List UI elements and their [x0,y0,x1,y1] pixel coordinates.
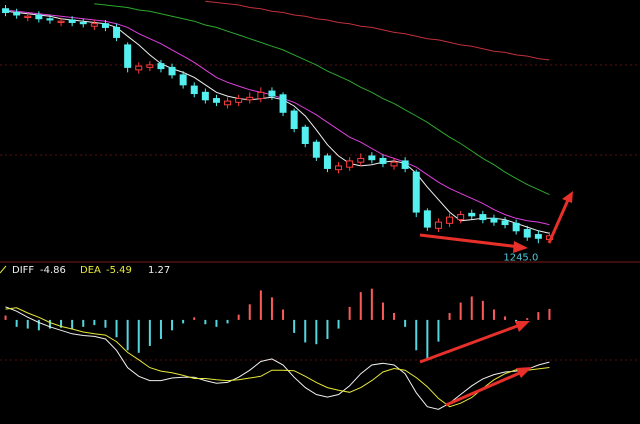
candle-body [90,23,98,27]
legend-value: 1.27 [148,265,170,276]
indicator-line [5,306,550,410]
candle-body [346,160,354,168]
candle-body [490,217,498,223]
candle-body [190,85,198,95]
arrow [547,199,570,244]
candle-body [235,98,243,103]
candle-body [257,91,265,100]
candle-body [323,155,331,169]
candle-body [101,23,109,28]
candle-body [157,63,165,70]
candle-body [501,220,509,226]
candle-body [46,18,54,21]
candle-body [312,141,320,158]
arrow [419,323,521,364]
legend-name: DIFF [12,265,34,276]
candle-body [457,214,465,221]
legend-value: -4.86 [40,265,66,276]
candle-body [390,161,398,167]
candle-body [423,210,431,228]
candle-body [434,221,442,229]
candle-body [468,212,476,217]
candle-body [357,157,365,163]
candle-body [57,20,65,23]
candle-body [335,165,343,171]
candle-body [79,21,87,25]
candle-body [279,94,287,113]
candle-body [379,157,387,164]
candle-body [268,90,276,97]
marks [2,0,553,410]
arrows [419,191,573,407]
arrow-head [516,367,532,378]
candle-body [13,11,21,16]
arrow-head [513,241,528,253]
candle-body [68,19,76,23]
candle-body [113,26,121,38]
candle-body [224,100,232,106]
candle-body [290,110,298,130]
candle-body [35,14,43,20]
legend-name: DEA [80,265,101,276]
candle-body [512,222,520,232]
candle-body [479,214,487,221]
candle-body [212,98,220,103]
candle-body [412,171,420,213]
indicator-line [5,307,550,408]
moving-average [205,0,550,61]
arrow-head [515,321,530,332]
candle-body [168,66,176,76]
candle-body [246,96,254,101]
candle-body [446,216,454,224]
arrow [445,370,523,407]
candle-body [201,91,209,101]
candle-body [135,65,143,71]
candle-body [368,155,376,161]
annotation: 1245.0 [503,252,538,263]
moving-average [94,3,550,196]
arrow-head [562,191,573,203]
candle-body [534,234,542,239]
candle-body [2,8,10,13]
legend-marker [0,265,7,274]
candle-body [179,74,187,86]
candle-body [301,126,309,144]
legend-value: -5.49 [106,265,132,276]
candle-body [146,64,154,68]
candle-body [401,160,409,169]
arrow [419,233,521,249]
candle-body [523,229,531,238]
candle-body [124,44,132,68]
candle-body [24,15,32,18]
moving-average [5,9,550,226]
